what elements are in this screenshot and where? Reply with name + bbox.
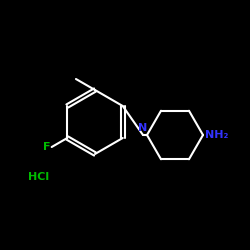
Text: N: N: [138, 123, 147, 133]
Text: NH₂: NH₂: [205, 130, 229, 140]
Text: F: F: [43, 142, 51, 152]
Text: HCl: HCl: [28, 172, 49, 182]
